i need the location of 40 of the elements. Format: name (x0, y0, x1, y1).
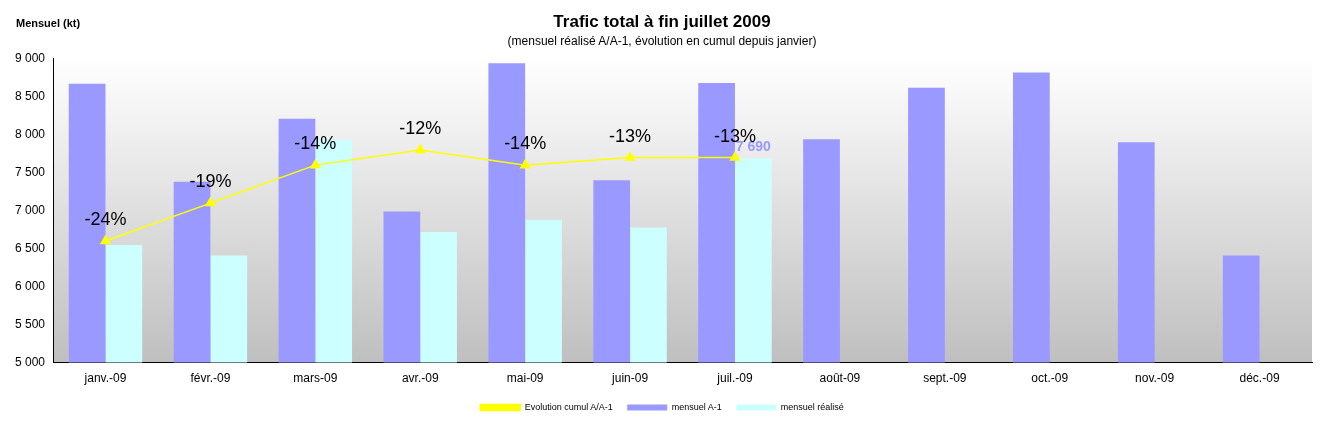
x-tick-label: juil.-09 (716, 371, 753, 386)
x-tick-label: août-09 (819, 371, 861, 386)
point (624, 151, 636, 161)
y-tick-label: 6 500 (15, 240, 46, 255)
point (415, 144, 426, 154)
x-tick-label: janv.-09 (83, 371, 127, 386)
point (205, 197, 216, 207)
point (310, 159, 321, 169)
x-tick-label: avr.-09 (401, 371, 439, 386)
x-tick-label: nov.-09 (1135, 371, 1175, 386)
chart-subtitle: (mensuel réalisé A/A-1, évolution en cumul depuis janvier) (507, 33, 817, 48)
legend-label: mensuel A-1 (671, 401, 722, 412)
point (729, 151, 741, 161)
x-tick-label: sept.-09 (923, 371, 967, 386)
legend-label: mensuel réalisé (780, 401, 844, 412)
y-tick-label: 5 000 (15, 354, 46, 369)
y-tick-label: 7 500 (15, 165, 46, 180)
point (520, 159, 531, 169)
data-label: -14% (504, 133, 547, 154)
y-axis-title: Mensuel (kt) (16, 16, 81, 29)
y-tick-label: 6 000 (15, 278, 46, 293)
y-tick-label: 8 000 (15, 127, 46, 142)
legend-label: Evolution cumul A/A-1 (524, 401, 613, 412)
data-label: -14% (294, 133, 337, 154)
x-tick-label: oct.-09 (1031, 371, 1069, 386)
data-label: -24% (84, 209, 127, 230)
y-tick-label: 5 500 (15, 316, 46, 331)
x-tick-label: févr.-09 (190, 371, 231, 386)
chart-title: Trafic total à fin juillet 2009 (553, 11, 771, 31)
data-label: -13% (609, 125, 652, 146)
x-tick-label: mars-09 (293, 371, 338, 386)
data-label: -19% (189, 171, 232, 192)
data-label: -12% (399, 117, 442, 138)
x-tick-label: juin-09 (611, 371, 649, 386)
x-tick-label: déc.-09 (1239, 371, 1280, 386)
y-tick-label: 8 500 (15, 89, 46, 104)
x-tick-label: mai-09 (506, 371, 544, 386)
y-tick-label: 7 000 (15, 203, 46, 218)
y-tick-label: 9 000 (15, 51, 46, 66)
point (100, 235, 111, 245)
